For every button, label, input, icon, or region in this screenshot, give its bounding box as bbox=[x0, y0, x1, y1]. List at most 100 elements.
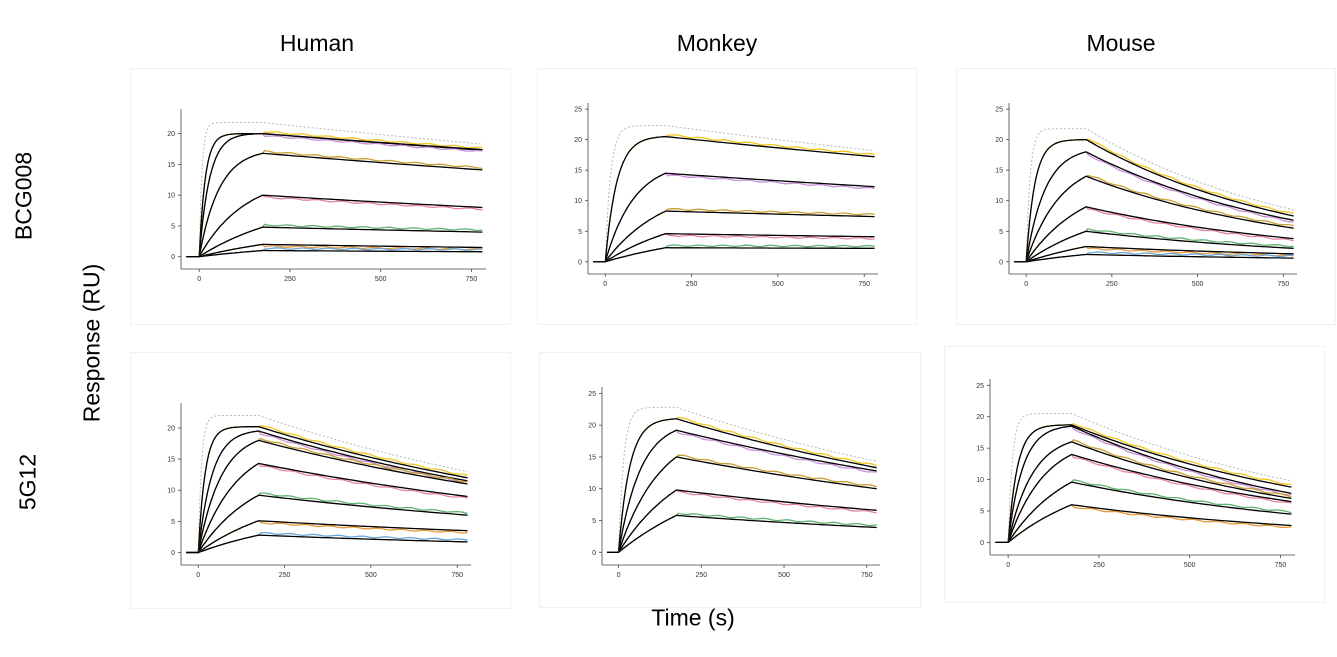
y-tick-label: 0 bbox=[578, 259, 582, 266]
row-title-5g12: 5G12 bbox=[14, 453, 41, 511]
fit-curve bbox=[186, 152, 483, 258]
panel-bcg008-mouse: 0 250 500 750 0 5 10 15 20 25 bbox=[956, 68, 1336, 325]
measured-trace bbox=[995, 479, 1292, 544]
x-tick-label: 750 bbox=[861, 572, 873, 579]
y-tick-label: 10 bbox=[167, 193, 175, 200]
y-tick-label: 0 bbox=[171, 550, 175, 557]
measured-trace bbox=[186, 132, 483, 258]
y-tick-label: 20 bbox=[574, 137, 582, 144]
y-tick-label: 15 bbox=[167, 457, 175, 464]
y-tick-label: 5 bbox=[592, 518, 596, 525]
y-tick-label: 20 bbox=[588, 423, 596, 430]
reference-trace bbox=[995, 413, 1292, 543]
fit-curve bbox=[186, 439, 468, 554]
reference-trace bbox=[1014, 128, 1294, 263]
x-tick-label: 250 bbox=[1106, 281, 1118, 288]
y-tick-label: 15 bbox=[995, 168, 1003, 175]
fit-curve bbox=[1014, 245, 1294, 263]
panel-5g12-human: 0 250 500 750 0 5 10 15 20 bbox=[130, 352, 511, 609]
fit-curve bbox=[186, 520, 468, 554]
x-tick-label: 250 bbox=[686, 281, 698, 288]
y-tick-label: 15 bbox=[574, 168, 582, 175]
y-tick-label: 10 bbox=[995, 198, 1003, 205]
x-tick-label: 500 bbox=[772, 281, 784, 288]
fit-curve bbox=[607, 489, 877, 553]
measured-trace bbox=[607, 454, 877, 553]
measured-trace bbox=[186, 437, 468, 554]
x-axis-title: Time (s) bbox=[651, 604, 735, 631]
reference-trace bbox=[186, 415, 468, 553]
reference-trace bbox=[607, 406, 877, 553]
fit-curve bbox=[593, 247, 875, 263]
y-tick-label: 25 bbox=[588, 391, 596, 398]
chart-svg: 0 250 500 750 0 5 10 15 20 25 bbox=[588, 387, 880, 579]
x-tick-label: 250 bbox=[695, 572, 707, 579]
fit-curve bbox=[1014, 138, 1294, 263]
measured-trace bbox=[607, 489, 877, 553]
row-title-bcg008: BCG008 bbox=[10, 151, 37, 241]
y-tick-label: 5 bbox=[578, 229, 582, 236]
fit-curve bbox=[1014, 206, 1294, 263]
fit-curve bbox=[593, 172, 875, 263]
x-tick-label: 0 bbox=[1006, 562, 1010, 569]
reference-trace bbox=[593, 125, 875, 263]
fit-curve bbox=[593, 210, 875, 263]
y-tick-label: 5 bbox=[171, 519, 175, 526]
x-tick-label: 750 bbox=[466, 276, 478, 283]
fit-curve bbox=[186, 430, 468, 554]
x-tick-label: 250 bbox=[279, 572, 291, 579]
fit-curve bbox=[186, 462, 468, 554]
fit-curve bbox=[995, 441, 1292, 544]
y-tick-label: 5 bbox=[999, 229, 1003, 236]
y-tick-label: 20 bbox=[167, 425, 175, 432]
x-tick-label: 500 bbox=[778, 572, 790, 579]
y-tick-label: 10 bbox=[976, 477, 984, 484]
measured-trace bbox=[593, 134, 875, 263]
y-tick-label: 10 bbox=[574, 198, 582, 205]
y-tick-label: 20 bbox=[167, 131, 175, 138]
y-tick-label: 25 bbox=[995, 107, 1003, 114]
x-tick-label: 0 bbox=[1024, 281, 1028, 288]
fit-curve bbox=[186, 426, 468, 554]
measured-trace bbox=[995, 422, 1292, 544]
y-tick-label: 5 bbox=[171, 223, 175, 230]
fit-curve bbox=[995, 424, 1292, 544]
x-tick-label: 0 bbox=[196, 572, 200, 579]
panel-5g12-mouse: 0 250 500 750 0 5 10 15 20 25 bbox=[944, 346, 1325, 603]
fit-curve bbox=[607, 456, 877, 553]
measured-trace bbox=[995, 503, 1292, 544]
x-tick-label: 250 bbox=[284, 276, 296, 283]
y-tick-label: 0 bbox=[171, 254, 175, 261]
fit-curve bbox=[186, 494, 468, 554]
fit-curve bbox=[186, 243, 483, 258]
fit-curve bbox=[186, 249, 483, 258]
measured-trace bbox=[607, 512, 877, 553]
chart-svg: 0 250 500 750 0 5 10 15 20 25 bbox=[995, 103, 1297, 288]
fit-curve bbox=[1014, 230, 1294, 263]
x-tick-label: 0 bbox=[617, 572, 621, 579]
y-tick-label: 10 bbox=[588, 486, 596, 493]
y-tick-label: 15 bbox=[167, 162, 175, 169]
x-tick-label: 500 bbox=[365, 572, 377, 579]
panel-bcg008-monkey: 0 250 500 750 0 5 10 15 20 25 bbox=[537, 68, 917, 325]
panel-bcg008-human: 0 250 500 750 0 5 10 15 20 bbox=[130, 68, 511, 325]
fit-curve bbox=[186, 534, 468, 554]
fit-curve bbox=[186, 226, 483, 258]
fit-curve bbox=[995, 425, 1292, 544]
x-tick-label: 750 bbox=[451, 572, 463, 579]
y-tick-label: 5 bbox=[980, 509, 984, 516]
fit-curve bbox=[1014, 151, 1294, 263]
x-tick-label: 500 bbox=[1192, 281, 1204, 288]
x-tick-label: 750 bbox=[1277, 281, 1289, 288]
chart-svg: 0 250 500 750 0 5 10 15 20 bbox=[167, 109, 486, 283]
measured-trace bbox=[186, 492, 468, 554]
chart-svg: 0 250 500 750 0 5 10 15 20 25 bbox=[976, 379, 1295, 569]
fit-curve bbox=[995, 453, 1292, 544]
fit-curve bbox=[995, 481, 1292, 544]
fit-curve bbox=[186, 194, 483, 258]
y-tick-label: 25 bbox=[574, 107, 582, 114]
y-axis-title: Response (RU) bbox=[78, 263, 105, 423]
measured-trace bbox=[607, 429, 877, 553]
fit-curve bbox=[607, 514, 877, 553]
measured-trace bbox=[186, 131, 483, 258]
